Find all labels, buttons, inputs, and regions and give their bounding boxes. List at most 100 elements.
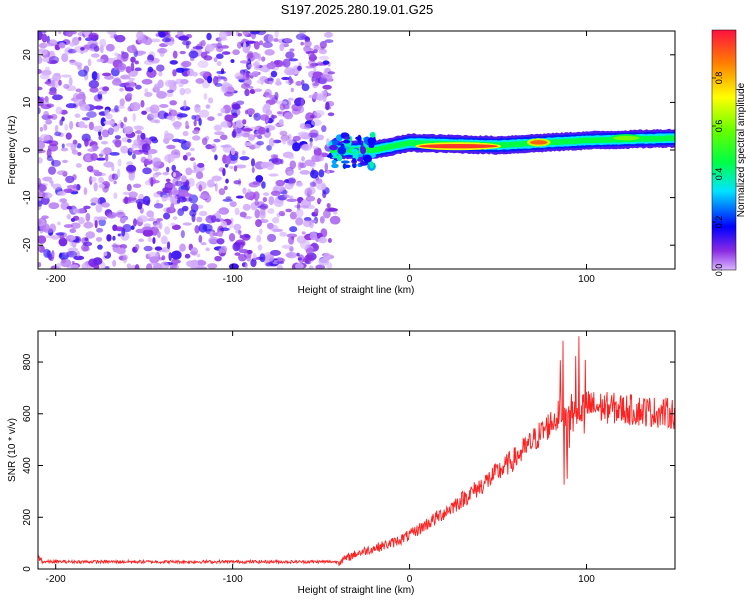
heatmap-noise-blob [82,245,90,252]
heatmap-noise-blob [178,139,187,144]
heatmap-noise-blob [166,241,171,250]
heatmap-noise-blob [122,254,128,264]
heatmap-noise-blob [196,266,207,269]
heatmap-noise-blob [62,159,69,164]
heatmap-noise-blob [266,62,276,70]
heatmap-noise-blob [262,41,273,49]
heatmap-noise-blob [319,154,323,161]
heatmap-noise-blob [296,252,300,257]
heatmap-noise-blob [198,117,202,126]
heatmap-noise-blob [182,130,189,137]
heatmap-noise-blob [237,41,242,49]
heatmap-noise-blob [146,263,153,269]
heatmap-noise-blob [197,60,209,69]
heatmap-noise-blob [39,126,43,132]
heatmap-noise-blob [312,82,320,87]
heatmap-noise-blob [125,80,136,89]
heatmap-noise-blob [98,218,106,227]
heatmap-noise-blob [271,157,283,165]
heatmap-noise-blob [43,100,50,105]
heatmap-noise-blob [182,40,192,46]
heatmap-noise-blob [191,71,198,77]
heatmap-noise-blob [46,155,53,162]
heatmap-noise-blob [47,39,58,46]
heatmap-signal-blob [369,161,374,169]
heatmap-noise-blob [124,196,129,205]
heatmap-noise-blob [297,105,305,114]
heatmap-noise-blob [77,151,82,156]
heatmap-noise-blob [195,259,207,266]
heatmap-noise-blob [274,31,279,38]
heatmap-noise-blob [257,134,263,140]
heatmap-noise-blob [61,143,65,149]
heatmap-noise-blob [94,219,98,229]
heatmap-noise-blob [169,100,177,106]
heatmap-noise-blob [182,154,188,161]
heatmap-noise-blob [39,134,51,142]
heatmap-noise-blob [68,77,73,86]
heatmap-noise-blob [235,119,244,129]
heatmap-noise-blob [309,137,313,143]
heatmap-noise-blob [242,31,250,36]
heatmap-noise-blob [90,176,97,183]
heatmap-noise-blob [279,130,288,136]
heatmap-noise-blob [58,191,65,195]
heatmap-noise-blob [38,55,43,64]
heatmap-noise-blob [48,56,60,64]
heatmap-noise-blob [197,162,205,168]
heatmap-signal-blob [340,160,350,164]
heatmap-noise-blob [38,200,43,207]
heatmap-noise-blob [327,207,339,212]
heatmap-noise-blob [153,222,162,229]
heatmap-noise-blob [230,59,235,63]
heatmap-noise-blob [180,79,189,85]
heatmap-noise-blob [288,195,294,199]
heatmap-noise-blob [247,63,253,68]
heatmap-noise-blob [48,166,57,175]
heatmap-noise-blob [100,140,109,145]
y-tick-label: 400 [22,457,33,474]
heatmap-noise-blob [263,91,270,96]
heatmap-noise-blob [303,123,312,130]
heatmap-noise-blob [217,112,223,117]
heatmap-noise-blob [286,198,298,202]
heatmap-noise-blob [297,257,302,261]
heatmap-noise-blob [219,227,230,232]
heatmap-noise-blob [166,115,173,120]
heatmap-noise-blob [271,217,280,224]
heatmap-noise-blob [70,222,81,229]
heatmap-noise-blob [235,164,247,169]
heatmap-noise-blob [38,244,45,253]
heatmap-noise-blob [120,74,131,80]
heatmap-noise-blob [311,219,317,223]
heatmap-noise-blob [238,253,247,262]
heatmap-noise-blob [300,97,305,107]
heatmap-noise-blob [178,196,187,203]
heatmap-noise-blob [198,223,208,233]
heatmap-noise-blob [252,73,259,78]
heatmap-noise-blob [248,85,254,90]
heatmap-noise-blob [312,145,319,150]
heatmap-noise-blob [244,88,250,97]
heatmap-noise-blob [205,104,211,109]
heatmap-noise-blob [173,187,178,194]
heatmap-noise-blob [76,208,86,214]
heatmap-noise-blob [244,109,249,115]
heatmap-noise-blob [163,212,171,220]
heatmap-noise-blob [85,212,91,222]
heatmap-noise-blob [223,77,228,82]
heatmap-noise-blob [86,111,97,118]
heatmap-noise-blob [249,31,260,35]
heatmap-noise-blob [38,262,42,268]
heatmap-noise-blob [55,263,62,269]
heatmap-noise-blob [102,72,112,77]
heatmap-noise-blob [38,190,46,199]
heatmap-noise-blob [312,71,323,78]
heatmap-noise-blob [45,119,52,124]
heatmap-noise-blob [327,112,335,117]
heatmap-noise-blob [242,128,253,132]
heatmap-noise-blob [117,168,121,178]
spectrogram-x-ticks: -200 -100 0 100 [46,31,595,285]
heatmap-noise-blob [157,218,163,222]
heatmap-noise-blob [51,94,63,101]
